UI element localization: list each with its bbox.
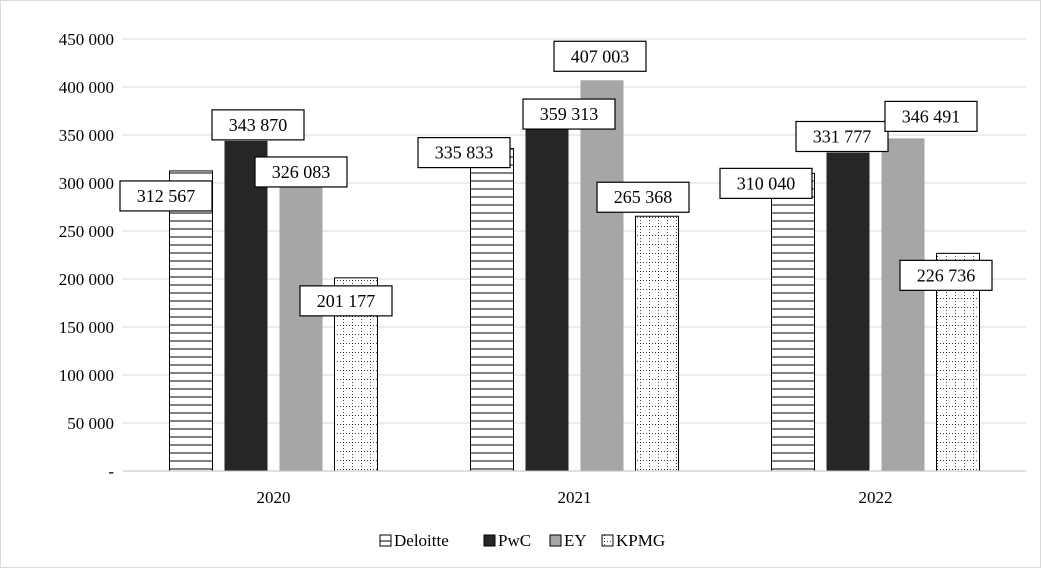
legend-swatch <box>379 534 392 547</box>
legend-item-kpmg: KPMG <box>601 531 665 550</box>
y-tick-label: 200 000 <box>59 270 114 289</box>
y-tick-label: 250 000 <box>59 222 114 241</box>
data-label-box <box>553 40 647 72</box>
y-axis-tick-labels: - 50 000 100 000 150 000 200 000 250 000 300 0… <box>59 30 115 481</box>
data-label-text: 331 777 <box>813 126 872 146</box>
data-label-text: 359 313 <box>540 104 599 124</box>
data-label-kpmg-2022: 226 736 <box>899 259 993 291</box>
data-label-ey-2022: 346 491 <box>884 100 978 132</box>
bars <box>169 80 980 472</box>
data-label-box <box>417 137 511 169</box>
legend-label: EY <box>564 531 587 550</box>
legend-item-pwc: PwC <box>483 531 531 550</box>
y-tick-label: 50 000 <box>67 414 114 433</box>
data-label-box <box>522 98 616 130</box>
legend-item-deloitte: Deloitte <box>379 531 449 550</box>
bar-pwc-2021 <box>525 126 569 472</box>
x-category-label: 2020 <box>257 488 291 507</box>
data-label-pwc-2021: 359 313 <box>522 98 616 130</box>
bar-ey-2022 <box>881 138 925 471</box>
data-label-pwc-2022: 331 777 <box>795 120 889 153</box>
legend-item-ey: EY <box>549 531 587 550</box>
y-tick-label: 100 000 <box>59 366 114 385</box>
x-category-label: 2022 <box>859 488 893 507</box>
data-label-box <box>254 156 348 188</box>
data-labels: 312 567 335 833 310 040 343 870 359 313 331 7… <box>119 40 993 317</box>
data-label-text: 265 368 <box>614 187 673 207</box>
legend-swatch <box>601 534 614 547</box>
y-tick-label: 400 000 <box>59 78 114 97</box>
data-label-text: 335 833 <box>435 143 494 163</box>
data-label-box <box>795 120 889 153</box>
bar-deloitte-2021 <box>470 148 514 472</box>
data-label-text: 312 567 <box>137 186 196 206</box>
y-tick-label: 150 000 <box>59 318 114 337</box>
data-label-text: 346 491 <box>902 106 961 126</box>
data-label-deloitte-2020: 312 567 <box>119 180 213 212</box>
legend-swatch <box>549 534 562 547</box>
x-category-label: 2021 <box>558 488 592 507</box>
data-label-box <box>899 259 993 291</box>
data-label-text: 226 736 <box>917 265 976 285</box>
bar-pwc-2022 <box>826 152 870 471</box>
y-tick-label: 300 000 <box>59 174 114 193</box>
data-label-ey-2020: 326 083 <box>254 156 348 188</box>
bar-pwc-2020 <box>224 140 268 471</box>
data-label-text: 310 040 <box>737 173 796 193</box>
data-label-box <box>299 285 393 317</box>
data-label-pwc-2020: 343 870 <box>211 109 305 141</box>
bar-deloitte-2020 <box>169 170 213 472</box>
bar-deloitte-2022 <box>771 172 815 472</box>
data-label-kpmg-2021: 265 368 <box>596 181 690 213</box>
x-axis-category-labels: 2020 2021 2022 <box>257 488 893 507</box>
data-label-deloitte-2021: 335 833 <box>417 137 511 169</box>
legend-swatch <box>483 534 496 547</box>
data-label-kpmg-2020: 201 177 <box>299 285 393 317</box>
y-tick-label: - <box>108 462 114 481</box>
data-label-text: 201 177 <box>317 291 376 311</box>
data-label-box <box>596 181 690 213</box>
data-label-box <box>211 109 305 141</box>
bar-ey-2021 <box>580 80 624 471</box>
legend: Deloitte PwC EY KPMG <box>379 531 665 550</box>
bar-kpmg-2021 <box>635 215 679 472</box>
data-label-box <box>719 167 813 199</box>
data-label-box <box>119 180 213 212</box>
legend-label: Deloitte <box>394 531 449 550</box>
data-label-text: 326 083 <box>272 162 331 182</box>
data-label-text: 343 870 <box>229 115 288 135</box>
data-label-text: 407 003 <box>571 46 630 66</box>
y-tick-label: 350 000 <box>59 126 114 145</box>
data-label-deloitte-2022: 310 040 <box>719 167 813 199</box>
y-tick-label: 450 000 <box>59 30 114 49</box>
legend-label: KPMG <box>616 531 665 550</box>
data-label-box <box>884 100 978 132</box>
data-label-ey-2021: 407 003 <box>553 40 647 72</box>
legend-label: PwC <box>498 531 531 550</box>
